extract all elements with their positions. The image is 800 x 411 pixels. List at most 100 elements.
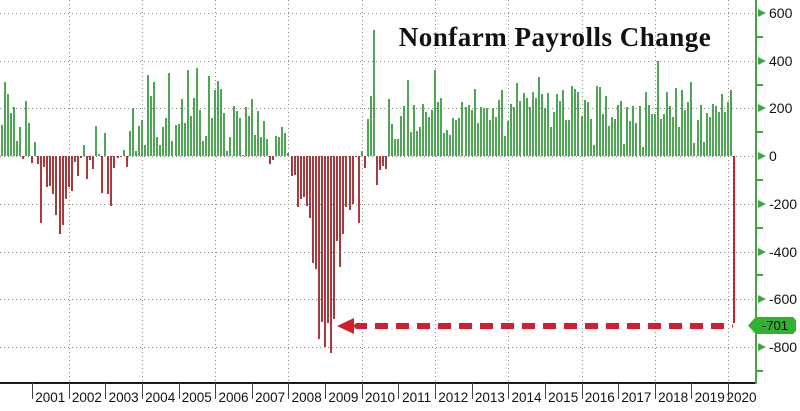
payroll-bar (366, 119, 369, 157)
payroll-bar (723, 111, 726, 156)
payroll-bar (128, 131, 131, 157)
payroll-bar (143, 145, 146, 156)
gridline-horizontal (0, 108, 755, 110)
payroll-bar (519, 101, 522, 157)
year-divider (434, 383, 436, 399)
chart-title: Nonfarm Payrolls Change (398, 22, 712, 52)
payroll-bar (589, 119, 592, 157)
payroll-bar (333, 156, 336, 320)
payroll-bar (415, 131, 418, 157)
payroll-bar (113, 156, 116, 168)
payroll-bar (598, 86, 601, 157)
payroll-bar (638, 105, 641, 156)
y-tick-minor (757, 131, 763, 134)
y-axis-label: -800 (769, 338, 798, 355)
payroll-bar (159, 145, 162, 156)
payroll-bar (226, 151, 229, 157)
payroll-bar (479, 107, 482, 156)
y-tick-arrow-icon (758, 8, 766, 17)
payroll-bar (717, 111, 720, 156)
payroll-bar (205, 135, 207, 157)
gridline-vertical (654, 0, 656, 382)
payroll-bar (433, 70, 436, 156)
gridline-horizontal (0, 12, 755, 14)
year-divider (398, 383, 400, 399)
payroll-bar (705, 113, 708, 156)
payroll-bar (372, 29, 375, 157)
payroll-bar (617, 104, 620, 156)
payroll-bar (58, 156, 61, 234)
payroll-bar (507, 121, 510, 156)
gridline-vertical (215, 0, 217, 382)
payroll-bar (571, 85, 574, 157)
payroll-bar (46, 156, 49, 187)
payroll-bar (67, 156, 70, 187)
payroll-bar (513, 107, 516, 156)
payroll-bar (263, 121, 265, 156)
payroll-bar (345, 156, 348, 208)
payroll-bar (278, 137, 281, 157)
payroll-bar (49, 156, 52, 186)
y-tick-arrow-icon (758, 295, 766, 304)
year-label: 2001 (35, 390, 66, 405)
payroll-bar (82, 145, 85, 156)
payroll-bar (266, 139, 269, 156)
y-tick-arrow-icon (758, 199, 766, 208)
year-divider (471, 383, 473, 399)
payroll-bar (516, 83, 519, 157)
payroll-bar (250, 98, 253, 157)
year-label: 2008 (291, 390, 322, 405)
year-divider (141, 383, 143, 399)
year-divider (215, 383, 217, 399)
year-divider (361, 383, 363, 399)
payroll-bar (357, 156, 360, 223)
payroll-bar (672, 116, 675, 157)
payroll-bar (287, 152, 290, 157)
payroll-bar (485, 108, 488, 156)
y-axis-label: -400 (769, 243, 798, 260)
payroll-bar (24, 101, 27, 157)
payroll-bar (418, 127, 421, 156)
payroll-bar (241, 154, 244, 157)
year-label: 2016 (584, 390, 615, 405)
payroll-bar (592, 145, 595, 156)
payroll-bar (253, 134, 256, 157)
payroll-bar (577, 91, 580, 156)
payroll-bar (3, 82, 6, 157)
gridline-horizontal (0, 60, 755, 62)
payroll-bar (385, 156, 388, 170)
payroll-bar (308, 156, 311, 218)
gridline-vertical (68, 0, 70, 382)
year-label: 2002 (71, 390, 102, 405)
payroll-bar (85, 156, 88, 179)
payroll-bar (656, 60, 659, 156)
year-label: 2007 (255, 390, 286, 405)
payroll-bar (540, 94, 543, 156)
payroll-bar (131, 108, 134, 156)
payroll-bar (693, 142, 696, 156)
year-divider (544, 383, 546, 399)
payroll-bar (601, 114, 604, 157)
payroll-bar (299, 156, 302, 199)
payroll-bar (183, 122, 186, 156)
payroll-bar (727, 102, 729, 157)
gridline-horizontal (0, 251, 755, 253)
payroll-bar (534, 97, 537, 157)
year-label: 2020 (726, 390, 757, 405)
payroll-bar (446, 129, 449, 156)
year-label: 2012 (438, 390, 469, 405)
payroll-bar (342, 156, 345, 234)
payroll-bar (198, 109, 201, 156)
gridline-vertical (361, 0, 363, 382)
y-tick-arrow-icon (758, 247, 766, 256)
payroll-bar (256, 110, 259, 156)
year-label: 2003 (108, 390, 139, 405)
payroll-bar (140, 120, 143, 157)
payroll-bar (562, 90, 565, 156)
payroll-bar (125, 156, 128, 167)
year-label: 2009 (328, 390, 359, 405)
year-divider (32, 383, 33, 399)
payroll-bar (641, 146, 644, 156)
payroll-bar (98, 153, 101, 157)
payroll-bar (229, 137, 232, 157)
